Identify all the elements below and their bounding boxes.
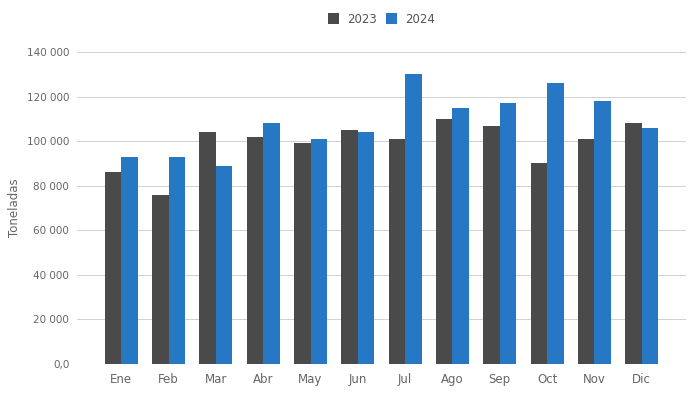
Bar (405, 74, 421, 364)
Bar (121, 157, 138, 364)
Bar (594, 101, 611, 364)
Bar (500, 103, 517, 364)
Bar (199, 132, 216, 364)
Bar (436, 119, 452, 364)
Bar (452, 108, 469, 364)
Bar (263, 123, 280, 364)
Bar (547, 83, 564, 364)
Y-axis label: Toneladas: Toneladas (8, 179, 21, 237)
Bar (578, 139, 594, 364)
Bar (246, 137, 263, 364)
Bar (358, 132, 374, 364)
Bar (342, 130, 358, 364)
Bar (625, 123, 642, 364)
Bar (483, 126, 500, 364)
Bar (169, 157, 185, 364)
Bar (389, 139, 405, 364)
Legend: 2023, 2024: 2023, 2024 (326, 11, 438, 29)
Bar (642, 128, 658, 364)
Bar (311, 139, 327, 364)
Bar (216, 166, 232, 364)
Bar (531, 164, 547, 364)
Bar (294, 143, 311, 364)
Bar (152, 195, 169, 364)
Bar (105, 172, 121, 364)
